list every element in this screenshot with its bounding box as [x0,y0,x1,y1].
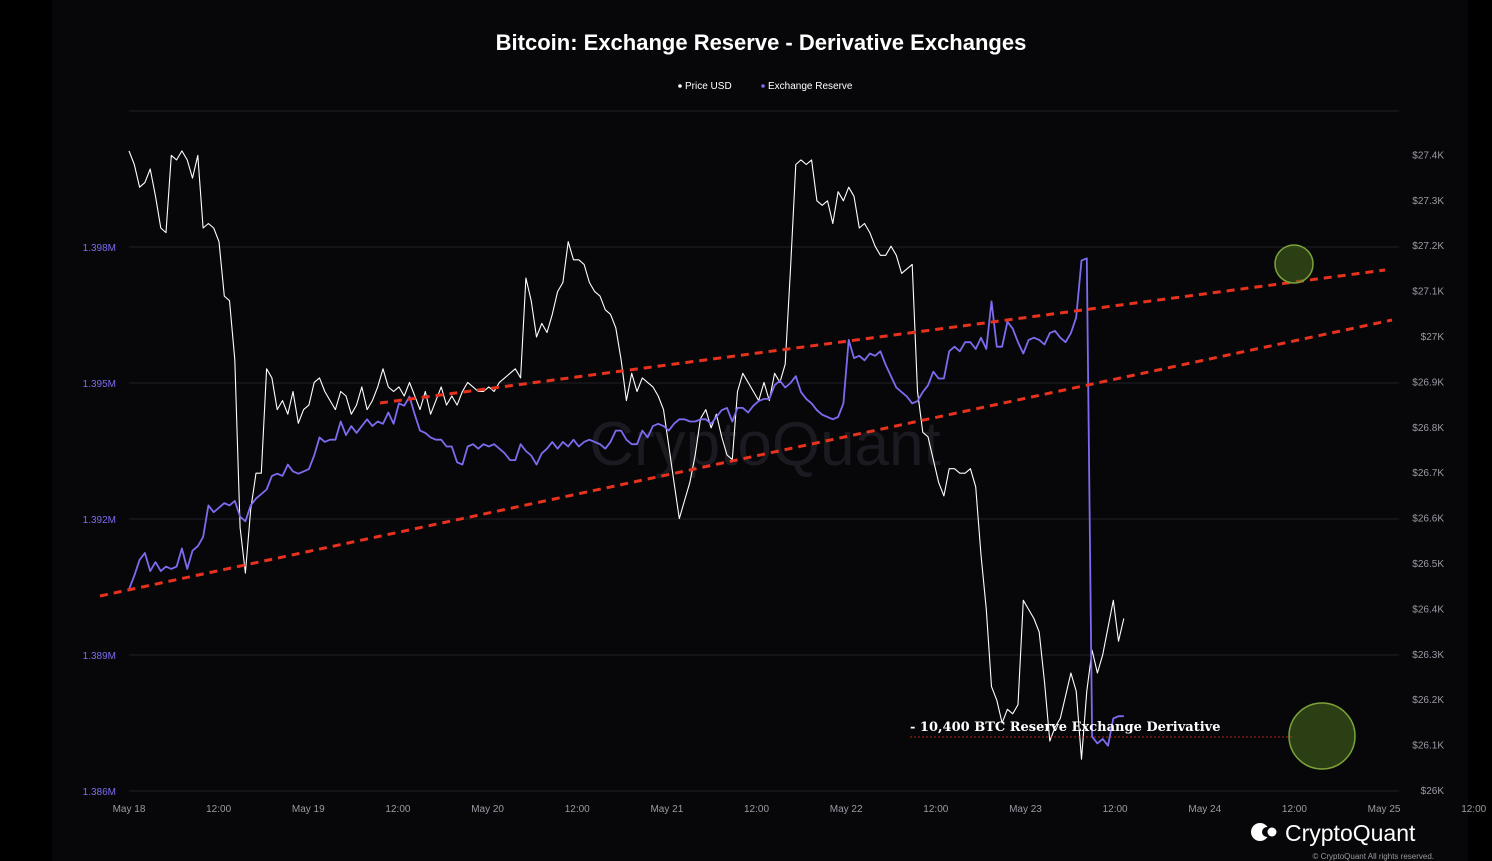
legend-price-label[interactable]: Price USD [685,81,732,92]
annotation-text: - 10,400 BTC Reserve Exchange Derivative [910,720,1220,735]
brand-name: CryptoQuant [1285,820,1416,846]
x-axis-ticks: May 18 12:00 May 19 12:00 May 20 12:00 May 21 1… [113,804,1487,815]
trend-channel [99,268,1393,598]
trendline-upper [379,268,1386,405]
x-tick-label: May 19 [292,804,325,815]
x-tick-label: 12:00 [744,804,769,815]
series-exchange-reserve-line [128,257,1124,747]
right-axis-ticks: $26K $26.1K $26.2K $26.3K $26.4K $26.5K $26.6K… [1412,150,1444,797]
left-tick-label: 1.392M [83,515,116,526]
right-tick-label: $26.4K [1412,604,1444,615]
x-tick-label: May 22 [830,804,863,815]
x-tick-label: May 18 [113,804,146,815]
left-axis-ticks: 1.386M 1.389M 1.392M 1.395M 1.398M [83,243,116,798]
right-tick-label: $27.2K [1412,241,1444,252]
right-tick-label: $26.7K [1412,468,1444,479]
highlight-circle-top [1274,244,1314,284]
right-tick-label: $26.1K [1412,741,1444,752]
right-tick-label: $27K [1421,332,1445,343]
chart-frame [52,0,1468,861]
x-tick-label: 12:00 [1282,804,1307,815]
left-tick-label: 1.398M [83,243,116,254]
left-tick-label: 1.389M [83,651,116,662]
right-tick-label: $26.3K [1412,650,1444,661]
series-price-usd-line [128,150,1125,760]
right-tick-label: $26.2K [1412,695,1444,706]
x-tick-label: May 24 [1188,804,1221,815]
right-tick-label: $26.9K [1412,377,1444,388]
trendline-lower [99,318,1393,598]
brand-logo-icon [1251,823,1269,841]
copyright: © CryptoQuant All rights reserved. [1313,852,1435,861]
right-tick-label: $27.1K [1412,287,1444,298]
x-tick-label: 12:00 [1461,804,1486,815]
right-tick-label: $26.5K [1412,559,1444,570]
chart-title: Bitcoin: Exchange Reserve - Derivative E… [496,30,1027,55]
right-tick-label: $26.8K [1412,423,1444,434]
x-tick-label: 12:00 [923,804,948,815]
legend-reserve-label[interactable]: Exchange Reserve [768,81,853,92]
x-tick-label: May 20 [471,804,504,815]
watermark: CryptoQuant [589,410,941,479]
x-tick-label: 12:00 [565,804,590,815]
legend: Price USD Exchange Reserve [678,81,853,92]
brand-logo: CryptoQuant [1251,820,1416,846]
x-tick-label: 12:00 [385,804,410,815]
right-tick-label: $26K [1421,786,1445,797]
right-tick-label: $27.4K [1412,150,1444,161]
left-tick-label: 1.386M [83,787,116,798]
x-tick-label: 12:00 [206,804,231,815]
legend-price-dot[interactable] [678,84,682,88]
series-layer [128,150,1125,760]
legend-reserve-dot[interactable] [761,84,765,88]
left-tick-label: 1.395M [83,379,116,390]
x-tick-label: May 23 [1009,804,1042,815]
brand-logo-icon-dot [1267,827,1277,837]
x-tick-label: 12:00 [1103,804,1128,815]
x-tick-label: May 21 [650,804,683,815]
highlight-circle-bottom [1288,702,1356,770]
x-tick-label: May 25 [1368,804,1401,815]
right-tick-label: $26.6K [1412,514,1444,525]
right-tick-label: $27.3K [1412,196,1444,207]
